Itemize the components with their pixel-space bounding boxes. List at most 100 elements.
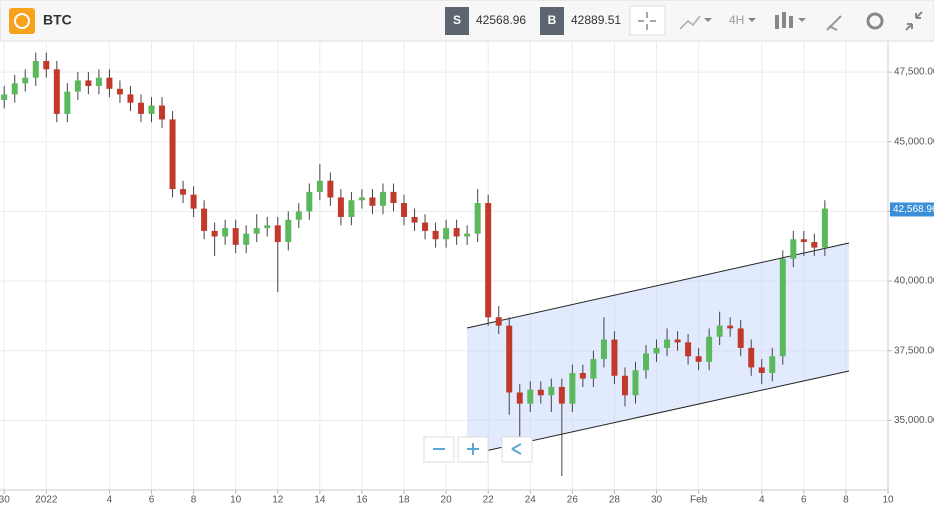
x-tick-label: 14 [314,495,326,506]
y-tick-label: 47,500.00 [894,67,934,78]
x-tick-label: 24 [525,495,537,506]
x-tick-label: 16 [356,495,368,506]
x-tick-label: 4 [107,495,113,506]
candle-body [253,228,260,234]
candle-body [537,389,544,396]
candle-body [527,389,534,404]
zoom-controls [423,436,533,463]
candle-body [348,200,355,217]
interval[interactable]: 4H [729,13,744,27]
crosshair-icon [638,12,656,30]
x-tick-label: 6 [149,495,155,506]
candle-body [211,230,218,237]
candle-body [748,347,755,368]
x-tick-label: 2022 [35,495,58,506]
x-tick-label: 8 [843,495,849,506]
axis-labels: 35,000.0037,500.0040,000.0042,500.0045,0… [0,67,934,506]
candle-body [579,372,586,379]
x-tick-label: 18 [398,495,410,506]
candle-body [643,353,650,371]
candle-body [569,372,576,404]
candle-body [243,233,250,245]
candle-body [295,211,302,220]
candle-body [769,356,776,373]
buy-label[interactable]: B [548,13,557,27]
candle-body [95,77,102,87]
x-tick-label: Feb [690,495,708,506]
candle-body [548,386,555,396]
candle-body [148,105,155,114]
buy-price: 42889.51 [571,13,621,27]
y-tick-label: 35,000.00 [894,415,934,426]
settings-icon[interactable] [866,12,884,30]
x-tick-label: 12 [272,495,284,506]
candle-body [621,375,628,396]
share-button[interactable] [501,436,533,463]
sell-price: 42568.96 [476,13,526,27]
buy-button[interactable] [540,7,564,35]
candle-body [474,203,481,234]
crosshair-button[interactable] [629,5,666,36]
candle-body [222,228,229,237]
candle-body [590,359,597,379]
sell-button[interactable] [445,7,469,35]
dropdown-arrow [704,18,712,22]
candle-body [327,180,334,198]
share-icon [511,443,522,455]
candle-body [758,367,765,373]
candle-body [1,94,8,100]
candle-body [453,228,460,237]
candle-body [74,80,81,92]
chart-type-icon[interactable] [679,15,701,30]
candle-body [43,60,50,70]
candle-type-icon[interactable] [775,12,793,29]
x-tick-label: 10 [882,495,894,506]
candle-body [464,233,471,237]
x-tick-label: 8 [191,495,197,506]
candle-body [190,194,197,209]
candle-body [485,203,492,318]
candle-body [169,119,176,190]
candle-body [653,347,660,354]
candle-body [127,94,134,103]
candle-body [401,203,408,217]
candle-body [180,189,187,195]
candle-body [411,216,418,223]
candle-body [53,69,60,114]
candle-body [116,88,123,95]
candle-body [695,356,702,362]
candle-body [790,239,797,259]
candle-body [674,339,681,343]
sell-label[interactable]: S [453,13,461,27]
candle-body [358,197,365,201]
candle-body [506,325,513,393]
zoom-in-icon [467,443,479,455]
coin-glyph [14,13,30,29]
candle-body [137,102,144,114]
candle-body [11,83,18,95]
draw-tool-icon[interactable] [826,15,842,31]
candle-body [600,339,607,360]
candle-body [306,191,313,212]
symbol: BTC [43,12,72,28]
candle-body [432,230,439,240]
candle-body [611,339,618,376]
candle-body [664,339,671,348]
candle-body [201,208,208,231]
x-tick-label: 22 [483,495,495,506]
x-tick-label: 6 [801,495,807,506]
candle-body [800,239,807,243]
candle-body [811,242,818,248]
candle-body [516,392,523,404]
candle-body [685,342,692,357]
y-tick-label: 37,500.00 [894,345,934,356]
coin-icon [9,8,35,34]
x-tick-label: 26 [567,495,579,506]
candle-body [495,317,502,326]
y-tick-label: 45,000.00 [894,136,934,147]
candle-body [443,228,450,240]
candle-body [558,386,565,404]
last-price-label: 42,568.96 [893,204,934,215]
collapse-icon[interactable] [905,11,923,31]
